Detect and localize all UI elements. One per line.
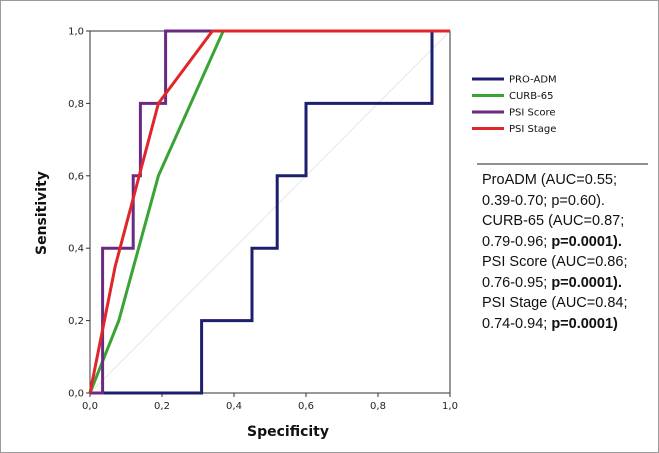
- auc-p-value: p=0.0001).: [551, 274, 622, 291]
- legend: PRO-ADM CURB-65 PSI Score PSI Stage: [472, 75, 557, 135]
- series-line-pro-adm: [90, 29, 450, 395]
- x-tick-label: 0,4: [226, 401, 242, 412]
- legend-label: CURB-65: [509, 91, 553, 102]
- y-axis-title: Sensitivity: [34, 171, 50, 255]
- reference-diagonal: [89, 30, 451, 394]
- auc-line-text: ProADM (AUC=0.55;: [482, 172, 617, 188]
- x-tick-label: 0,8: [370, 401, 386, 412]
- series-layer: [88, 29, 450, 395]
- x-axis-ticks: 0,0 0,2 0,4 0,6 0,8 1,0: [82, 393, 458, 412]
- auc-line: PSI Score (AUC=0.86;: [482, 252, 652, 273]
- y-tick-label: 0,2: [68, 316, 84, 327]
- y-tick-label: 1,0: [68, 27, 84, 38]
- auc-line: 0.76-0.95; p=0.0001).: [482, 273, 652, 294]
- legend-label: PSI Stage: [509, 124, 556, 135]
- auc-line: 0.39-0.70; p=0.60).: [482, 191, 652, 212]
- y-tick-label: 0,8: [68, 99, 84, 110]
- auc-line-text: 0.39-0.70; p=0.60).: [482, 192, 605, 209]
- x-tick-label: 0,2: [154, 401, 170, 412]
- auc-line-text: PSI Score (AUC=0.86;: [482, 254, 628, 270]
- y-tick-label: 0,6: [68, 171, 84, 182]
- x-tick-label: 1,0: [442, 401, 458, 412]
- y-tick-label: 0,0: [68, 389, 84, 400]
- x-tick-label: 0,0: [82, 401, 98, 412]
- auc-line: CURB-65 (AUC=0.87;: [482, 211, 652, 232]
- auc-p-value: p=0.0001).: [551, 233, 622, 250]
- auc-summary: ProADM (AUC=0.55; 0.39-0.70; p=0.60). CURB…: [482, 170, 652, 334]
- x-tick-label: 0,6: [298, 401, 314, 412]
- auc-line: 0.79-0.96; p=0.0001).: [482, 232, 652, 253]
- auc-line: ProADM (AUC=0.55;: [482, 170, 652, 191]
- legend-label: PRO-ADM: [509, 75, 557, 86]
- auc-line-text: 0.74-0.94;: [482, 315, 552, 332]
- auc-line-text: 0.76-0.95;: [482, 274, 552, 291]
- auc-line-text: 0.79-0.96;: [482, 233, 552, 250]
- x-axis-title: Specificity: [247, 424, 329, 440]
- auc-line-text: PSI Stage (AUC=0.84;: [482, 295, 628, 311]
- y-tick-label: 0,4: [68, 244, 84, 255]
- auc-line-text: CURB-65 (AUC=0.87;: [482, 213, 625, 229]
- legend-label: PSI Score: [509, 108, 556, 119]
- series-line-psi-stage: [88, 29, 450, 394]
- auc-line: PSI Stage (AUC=0.84;: [482, 293, 652, 314]
- auc-p-value: p=0.0001): [551, 315, 618, 332]
- auc-line: 0.74-0.94; p=0.0001): [482, 314, 652, 335]
- y-axis-ticks: 0,0 0,2 0,4 0,6 0,8 1,0: [68, 27, 90, 400]
